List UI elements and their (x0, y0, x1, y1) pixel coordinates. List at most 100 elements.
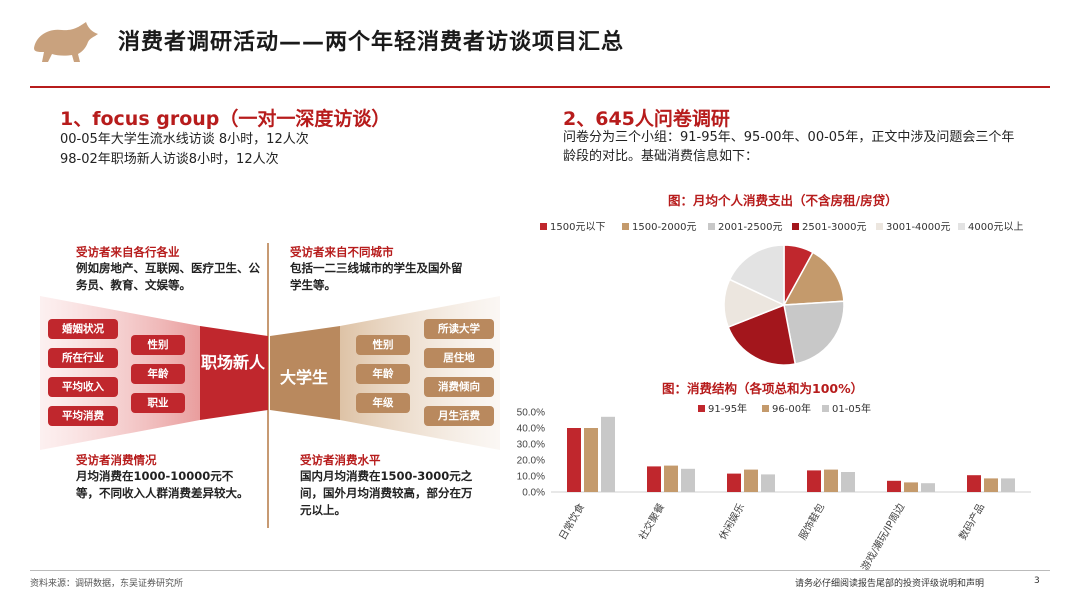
bar (921, 483, 935, 492)
legend-label: 91-95年 (708, 404, 748, 415)
bar-chart: 0.0% 10.0% 20.0% 30.0% 40.0% 50.0% 日常饮食 社交聚餐 休闲娱… (517, 408, 1031, 570)
bar (904, 482, 918, 492)
legend-swatch (540, 223, 547, 230)
note-level-body: 国内月均消费在1500-3000元之间，国外月均消费较高，部分在万元以上。 (300, 469, 473, 517)
note-city-title: 受访者来自不同城市 (290, 245, 394, 259)
bar (824, 469, 838, 492)
pie-legend-item: 2501-3000元 (792, 218, 867, 233)
bar (887, 480, 901, 492)
section2-text: 问卷分为三个小组：91-95年、95-00年、00-05年，正文中涉及问题会三个… (563, 130, 1015, 164)
tag-university: 所读大学 (424, 319, 494, 339)
x-category-label: 数码产品 (956, 501, 987, 542)
tag-residence: 居住地 (424, 348, 494, 368)
bar (807, 470, 821, 492)
pie-legend-item: 4000元以上 (958, 218, 1023, 233)
legend-swatch (792, 223, 799, 230)
x-category-label: 日常饮食 (556, 501, 587, 542)
disclaimer: 请务必仔细阅读报告尾部的投资评级说明和声明 (795, 579, 985, 589)
footer-divider (30, 570, 1050, 571)
funnel-left-center: 职场新人 (200, 353, 265, 372)
section1-heading: 1、focus group（一对一深度访谈） (60, 108, 391, 130)
funnel-right-center: 大学生 (279, 368, 328, 387)
bar-chart-title: 图：消费结构（各项总和为100%） (662, 381, 864, 396)
tag-income: 平均收入 (48, 377, 118, 397)
note-industry-title: 受访者来自各行各业 (76, 245, 180, 259)
bar (841, 472, 855, 492)
bull-icon (34, 22, 98, 62)
x-category-label: 休闲娱乐 (716, 501, 747, 542)
section2-heading: 2、645人问卷调研 (563, 108, 730, 130)
bar (1001, 478, 1015, 492)
y-tick-label: 0.0% (522, 488, 545, 499)
tag-grade: 年级 (356, 393, 410, 413)
bar (681, 468, 695, 492)
tag-spending: 平均消费 (48, 406, 118, 426)
legend-swatch (622, 223, 629, 230)
bar (601, 416, 615, 492)
pie-legend-item: 3001-4000元 (876, 218, 951, 233)
pie-legend-item: 1500-2000元 (622, 218, 697, 233)
pie-legend-item: 1500元以下 (540, 218, 605, 233)
section1-line: 98-02年职场新人访谈8小时，12人次 (60, 152, 279, 167)
pie-chart (723, 244, 845, 366)
legend-label: 4000元以上 (968, 222, 1024, 233)
bar (761, 474, 775, 492)
tag-age: 年龄 (356, 364, 410, 384)
legend-swatch (762, 405, 769, 412)
y-tick-label: 30.0% (517, 440, 545, 451)
tag-gender: 性别 (356, 335, 410, 355)
legend-label: 2001-2500元 (718, 222, 783, 233)
tag-industry: 所在行业 (48, 348, 118, 368)
y-tick-label: 50.0% (517, 408, 545, 419)
tag-living-expenses: 月生活费 (424, 406, 494, 426)
y-tick-label: 10.0% (517, 472, 545, 483)
x-category-label: 服饰鞋包 (796, 501, 827, 542)
pie-slice (728, 244, 785, 307)
bar (664, 465, 678, 492)
note-spending-body: 月均消费在1000-10000元不等，不同收入人群消费差异较大。 (76, 469, 249, 500)
note-spending-title: 受访者消费情况 (76, 453, 157, 467)
legend-label: 96-00年 (772, 404, 812, 415)
legend-swatch (698, 405, 705, 412)
legend-label: 01-05年 (832, 404, 872, 415)
x-category-label: 社交聚餐 (636, 501, 667, 542)
y-tick-label: 40.0% (517, 424, 545, 435)
bar-legend-item: 01-05年 (822, 400, 871, 415)
bar-legend-item: 96-00年 (762, 400, 811, 415)
legend-swatch (876, 223, 883, 230)
tag-occupation: 职业 (131, 393, 185, 413)
bar (584, 428, 598, 492)
pie-legend-item: 2001-2500元 (708, 218, 783, 233)
tag-consumption-tendency: 消费倾向 (424, 377, 494, 397)
legend-label: 2501-3000元 (802, 222, 867, 233)
pie-slice (782, 251, 845, 306)
x-category-label: 游戏/潮玩/IP周边 (858, 501, 907, 570)
bar (727, 473, 741, 492)
bar-legend-item: 91-95年 (698, 400, 747, 415)
y-tick-label: 20.0% (517, 456, 545, 467)
legend-label: 1500元以下 (550, 222, 606, 233)
title-divider (30, 86, 1050, 88)
note-level-title: 受访者消费水平 (300, 453, 381, 467)
legend-swatch (708, 223, 715, 230)
tag-marital-status: 婚姻状况 (48, 319, 118, 339)
note-city-body: 包括一二三线城市的学生及国外留学生等。 (290, 261, 463, 292)
legend-label: 3001-4000元 (886, 222, 951, 233)
legend-label: 1500-2000元 (632, 222, 697, 233)
pie-chart-title: 图：月均个人消费支出（不含房租/房贷） (668, 193, 898, 208)
bar (744, 469, 758, 492)
page-title: 消费者调研活动——两个年轻消费者访谈项目汇总 (118, 30, 625, 55)
legend-swatch (822, 405, 829, 412)
note-industry-body: 例如房地产、互联网、医疗卫生、公务员、教育、文娱等。 (76, 261, 260, 292)
section1-line: 00-05年大学生流水线访谈 8小时，12人次 (60, 132, 309, 147)
pie-slice (783, 300, 845, 365)
tag-age: 年龄 (131, 364, 185, 384)
legend-swatch (958, 223, 965, 230)
source-note: 资料来源：调研数据，东吴证券研究所 (30, 579, 184, 589)
page-number: 3 (1034, 576, 1040, 586)
pie-slice (727, 303, 797, 366)
bar (647, 466, 661, 492)
bar (567, 428, 581, 492)
bar (984, 478, 998, 492)
bar (967, 475, 981, 492)
